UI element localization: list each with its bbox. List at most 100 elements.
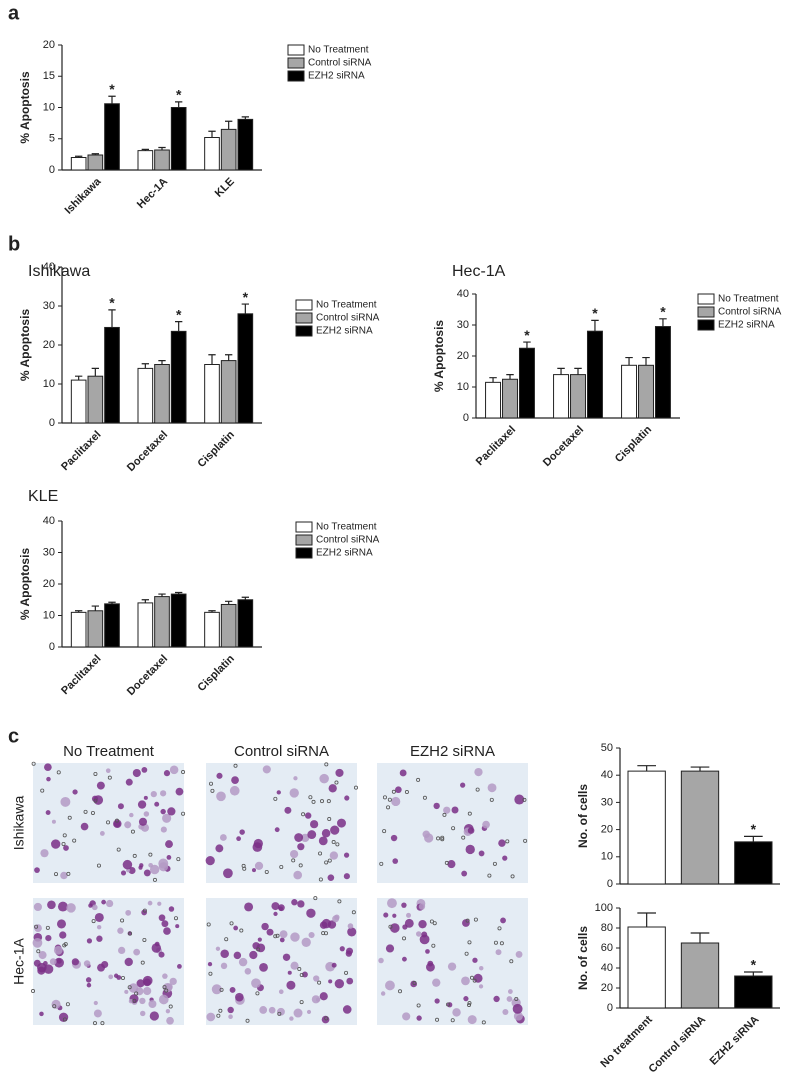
cell: [158, 994, 169, 1005]
pore: [324, 1016, 329, 1021]
cell: [279, 937, 285, 943]
cell: [328, 979, 333, 984]
pore: [224, 937, 229, 942]
cell: [318, 836, 328, 846]
cell: [148, 1000, 157, 1009]
pore: [181, 811, 186, 816]
bar: [204, 611, 220, 648]
cell: [228, 1014, 233, 1020]
pore: [432, 921, 437, 926]
cell: [433, 802, 440, 810]
cell: [343, 873, 350, 880]
pore: [337, 899, 342, 904]
pore: [481, 1020, 486, 1025]
legend-label: No Treatment: [316, 522, 377, 533]
pore: [291, 858, 296, 863]
pore: [90, 810, 95, 815]
cell: [105, 768, 111, 773]
pore: [422, 795, 427, 800]
cell: [330, 825, 340, 835]
pore: [62, 1017, 67, 1022]
cell: [143, 811, 150, 817]
y-tick-label: 20: [601, 824, 613, 836]
cell: [378, 957, 384, 964]
pore: [464, 951, 469, 956]
cell: [118, 946, 126, 955]
x-tick-label: Cisplatin: [196, 652, 238, 694]
pore: [120, 976, 125, 981]
cell: [142, 975, 153, 986]
cell: [478, 965, 484, 971]
pore: [229, 921, 234, 926]
y-tick-label: 20: [43, 39, 55, 51]
cell: [290, 932, 300, 942]
significance-mark: *: [176, 306, 182, 322]
bar: [170, 107, 187, 171]
y-tick-label: 10: [601, 851, 613, 863]
bar: [70, 379, 87, 424]
y-tick-label: 10: [43, 609, 55, 621]
legend-label: No Treatment: [718, 294, 779, 305]
cell: [141, 909, 148, 916]
cell: [125, 778, 133, 786]
pore: [487, 873, 492, 878]
cell: [284, 806, 292, 814]
cell: [137, 800, 147, 809]
pore: [514, 996, 519, 1001]
cell: [161, 920, 169, 928]
significance-mark: *: [109, 81, 115, 97]
y-axis-label: No. of cells: [576, 926, 590, 990]
pore: [93, 771, 98, 776]
cell: [342, 1005, 352, 1014]
cell: [328, 784, 337, 793]
cell: [168, 906, 175, 912]
cell: [147, 900, 153, 906]
cell: [266, 928, 274, 936]
cell: [216, 791, 226, 802]
cell: [251, 978, 261, 989]
y-tick-label: 80: [601, 922, 613, 934]
pore: [173, 916, 178, 921]
cell: [124, 957, 133, 967]
legend-label: EZH2 siRNA: [316, 548, 373, 559]
legend-swatch: [697, 319, 715, 331]
y-tick-label: 40: [601, 962, 613, 974]
cell: [467, 827, 475, 834]
pore: [67, 815, 72, 820]
error-bar: [241, 303, 249, 314]
legend-label: EZH2 siRNA: [316, 326, 373, 337]
cell: [385, 944, 395, 953]
cell: [40, 849, 49, 858]
pore: [435, 1017, 440, 1022]
cell: [294, 833, 304, 842]
bar: [621, 364, 638, 419]
pore: [299, 1000, 304, 1005]
error-bar: [489, 377, 497, 383]
cell: [60, 871, 68, 880]
pore: [327, 858, 332, 863]
x-tick-label: Paclitaxel: [59, 653, 103, 697]
pore: [34, 924, 39, 929]
cell: [88, 903, 93, 908]
pore: [218, 1008, 223, 1013]
pore: [324, 762, 329, 767]
cell: [271, 902, 280, 911]
error-bar: [108, 309, 116, 328]
x-tick-label: Paclitaxel: [474, 424, 518, 468]
y-tick-label: 10: [43, 378, 55, 390]
pore: [239, 928, 244, 933]
cell: [229, 986, 236, 993]
error-bar: [557, 367, 565, 375]
cell: [251, 868, 256, 873]
bar: [70, 611, 87, 648]
pore: [436, 836, 441, 841]
cell: [122, 859, 133, 870]
pore: [168, 1004, 173, 1009]
pore: [209, 781, 214, 786]
legend-label: No Treatment: [308, 45, 369, 56]
cell: [149, 1011, 159, 1021]
cell: [140, 1010, 146, 1017]
error-bar: [75, 375, 83, 381]
bar: [104, 603, 120, 648]
cell: [162, 813, 172, 823]
